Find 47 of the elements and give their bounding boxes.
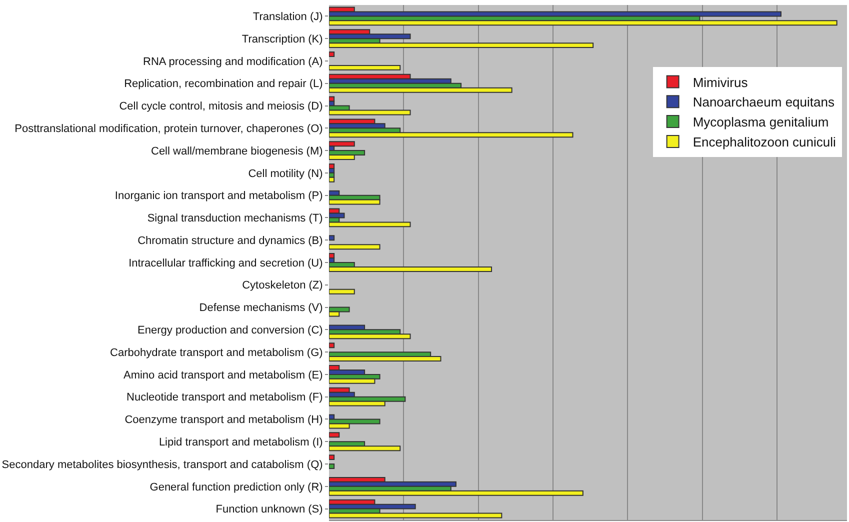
y-tick-label: Cell cycle control, mitosis and meiosis (D) [119, 100, 323, 113]
y-tick-label: Transcription (K) [242, 33, 323, 46]
bar [329, 87, 512, 93]
legend-label: Encephalitozoon cuniculi [692, 134, 836, 150]
y-tick-label: Cell motility (N) [248, 168, 323, 180]
bar [329, 199, 380, 205]
bar [329, 342, 335, 348]
bar [329, 464, 335, 469]
bar [329, 64, 401, 70]
bar [329, 512, 502, 518]
y-tick-label: RNA processing and modification (A) [143, 56, 323, 68]
bar [329, 418, 380, 424]
bar [329, 141, 355, 147]
bar [329, 52, 335, 57]
bar [329, 454, 335, 460]
bar [329, 266, 492, 272]
y-tick-label: Carbohydrate transport and metabolism (G) [110, 346, 323, 359]
y-tick-label: Translation (J) [252, 11, 323, 24]
y-tick-label: General function prediction only (R) [150, 481, 323, 494]
y-tick-label: Cell wall/membrane biogenesis (M) [151, 145, 323, 158]
bar [329, 288, 355, 294]
y-tick-label: Energy production and conversion (C) [138, 324, 323, 337]
y-tick-label: Amino acid transport and metabolism (E) [123, 369, 323, 382]
y-tick-label: Lipid transport and metabolism (I) [158, 436, 323, 448]
bar [329, 490, 584, 496]
bar [329, 432, 340, 438]
y-tick-label: Secondary metabolites biosynthesis, transport and catabolism (Q) [2, 458, 323, 471]
legend-label: Mimivirus [692, 74, 748, 90]
y-tick-label: Coenzyme transport and metabolism (H) [124, 414, 323, 426]
y-tick-label: Inorganic ion transport and metabolism (P) [114, 190, 323, 202]
bar [329, 176, 335, 182]
y-tick-label: Signal transduction mechanisms (T) [147, 212, 323, 225]
y-tick-label: Defense mechanisms (V) [199, 302, 323, 314]
y-tick-label: Function unknown (S) [216, 504, 323, 516]
bar [329, 235, 335, 241]
y-tick-label: Posttranslational modification, protein turnover, chaperones (O) [14, 123, 323, 135]
legend-label: Mycoplasma genitalium [692, 114, 829, 130]
y-tick-label: Cytoskeleton (Z) [242, 280, 323, 292]
bar [329, 504, 416, 510]
y-tick-label: Chromatin structure and dynamics (B) [138, 234, 323, 247]
bar [329, 306, 350, 312]
bar [329, 110, 411, 116]
y-tick-label: Replication, recombination and repair (L) [124, 78, 323, 90]
bar [329, 244, 380, 250]
y-tick-label: Intracellular trafficking and secretion (U) [128, 257, 323, 270]
y-tick-label: Nucleotide transport and metabolism (F) [126, 392, 323, 404]
legend-label: Nanoarchaeum equitans [692, 94, 835, 110]
